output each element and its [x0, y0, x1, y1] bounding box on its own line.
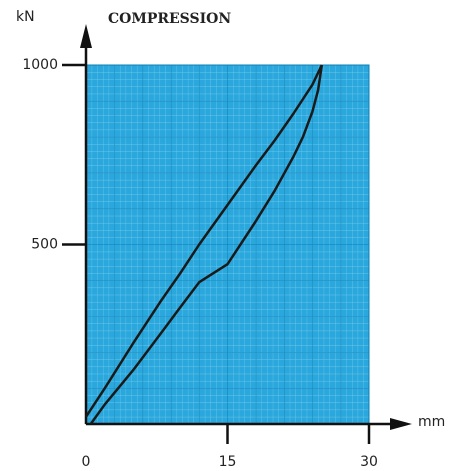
x-tick-label: 30 — [360, 454, 378, 470]
curve — [89, 64, 324, 425]
x-tick-label: 0 — [82, 454, 91, 470]
curve — [84, 64, 323, 418]
y-axis-label: kN — [16, 9, 35, 25]
x-arrow — [390, 418, 412, 430]
grid-major — [86, 65, 369, 424]
y-tick-label: 1000 — [22, 57, 58, 73]
x-tick-label: 15 — [219, 454, 237, 470]
chart-title: COMPRESSION — [108, 11, 231, 27]
y-arrow — [80, 24, 92, 48]
y-tick-label: 500 — [31, 237, 58, 253]
x-axis-label: mm — [418, 414, 445, 430]
